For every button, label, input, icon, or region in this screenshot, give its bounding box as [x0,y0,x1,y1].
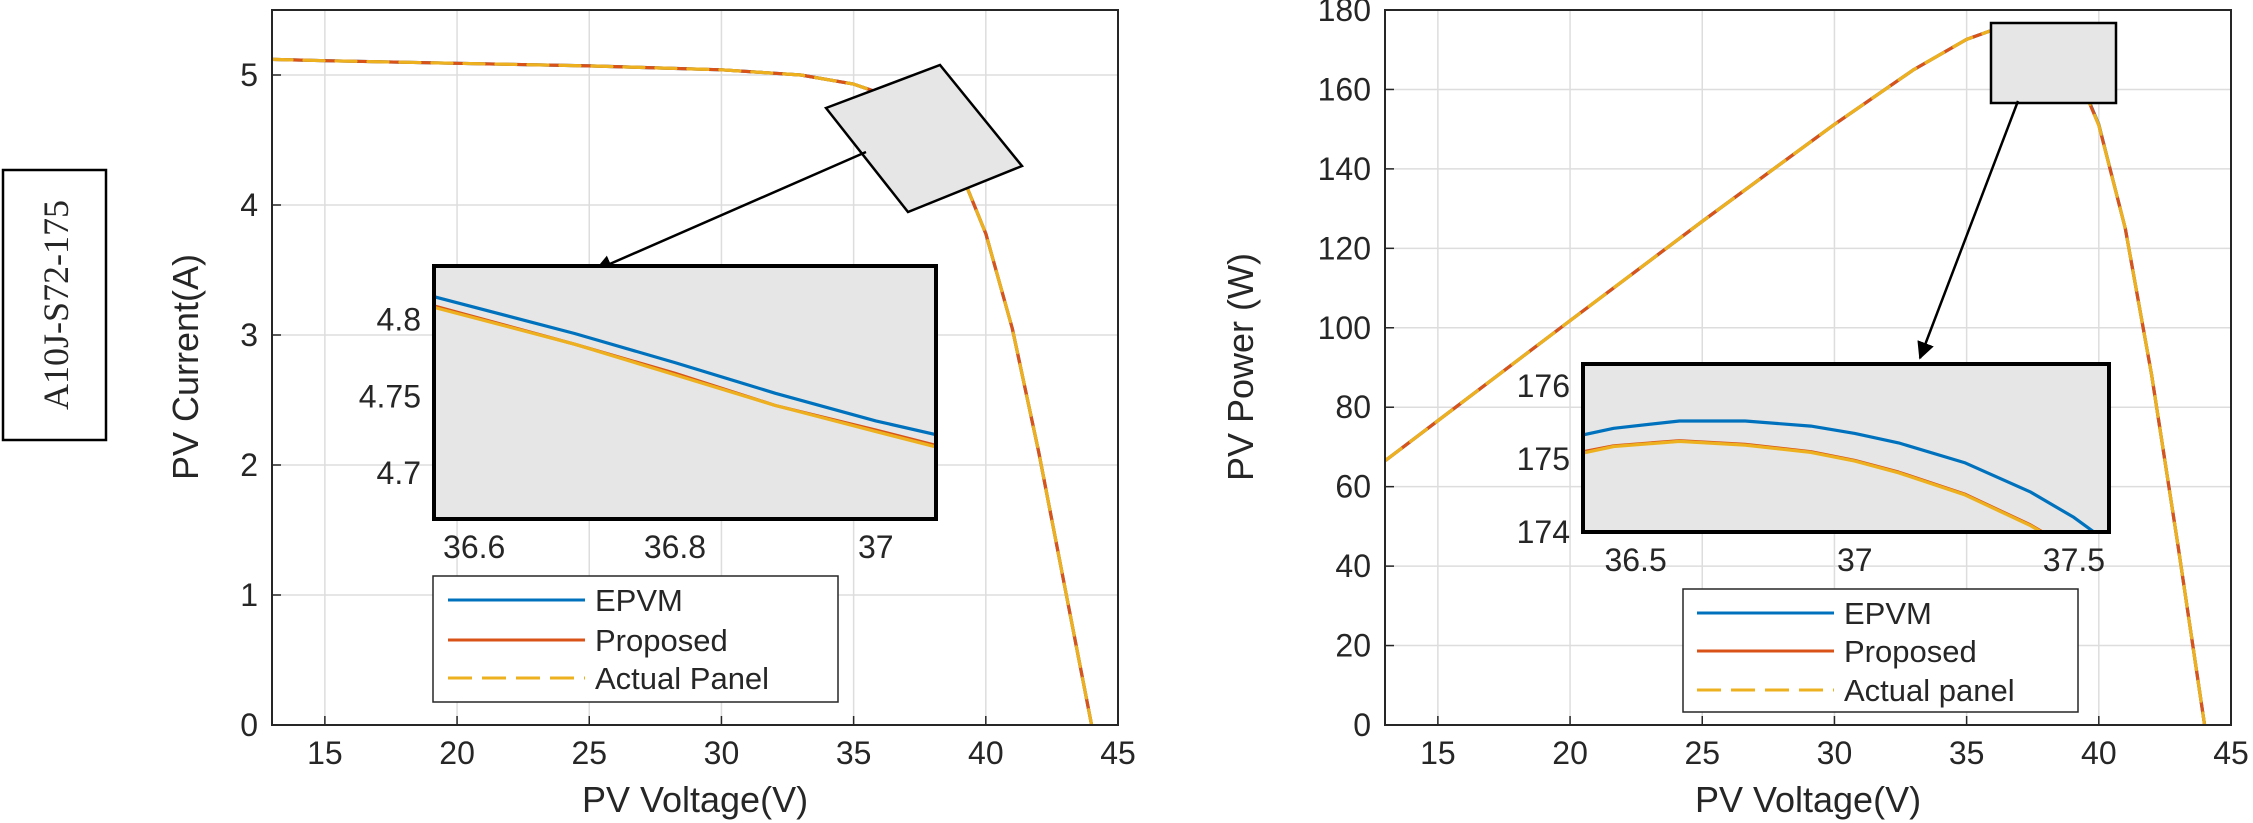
inset-curves [434,295,936,449]
y-tick-label: 60 [1335,469,1371,505]
legend-entry-epvm: EPVM [595,583,683,618]
y-tick-label: 0 [1353,707,1371,743]
inset-frame [1581,362,2111,534]
inset-y-tick-label: 175 [1517,441,1570,477]
x-tick-label: 15 [307,735,343,771]
y-tick-label: 120 [1318,230,1371,266]
legend-entry-epvm: EPVM [1844,596,1932,631]
y-tick-label: 100 [1318,310,1371,346]
y-axis-label: PV Current(A) [165,254,206,480]
inset-y-tick-label: 4.7 [377,455,421,491]
x-tick-label: 35 [1949,735,1985,771]
x-tick-label: 25 [1684,735,1720,771]
inset-ticks: 36.5 37 37.5 174 175 176 [1517,368,2105,578]
inset-y-tick-label: 176 [1517,368,1570,404]
inset-y-tick-label: 174 [1517,514,1570,550]
inset-ticks: 36.6 36.8 37 4.7 4.75 4.8 [359,302,894,565]
zoom-inset: 36.6 36.8 37 4.7 4.75 4.8 [359,264,938,565]
y-axis-label: PV Power (W) [1220,253,1261,481]
inset-y-tick-label: 4.75 [359,378,421,414]
legend-entry-actual: Actual panel [1844,673,2015,708]
y-tick-label: 40 [1335,548,1371,584]
series-line-epvm [434,295,936,437]
axes-box [1384,9,2232,726]
legend: EPVM Proposed Actual panel [1682,588,2079,713]
series-line-actual-panel [1583,439,2045,532]
x-tick-label: 30 [1817,735,1853,771]
y-tick-label: 80 [1335,389,1371,425]
inset-x-tick-label: 36.8 [644,529,706,565]
legend-entry-proposed: Proposed [595,623,728,658]
y-tick-label: 1 [240,577,258,613]
y-tick-label: 140 [1318,151,1371,187]
y-tick-label: 0 [240,707,258,743]
y-tick-label: 4 [240,187,258,223]
zoom-region-marker [1989,21,2118,105]
y-tick-label: 20 [1335,628,1371,664]
x-tick-label: 40 [2081,735,2117,771]
zoom-region-marker [823,63,1025,214]
y-tick-label: 3 [240,317,258,353]
x-tick-label: 20 [439,735,475,771]
x-axis-label: PV Voltage(V) [582,779,808,820]
legend-entry-actual: Actual Panel [595,661,769,696]
x-axis-label: PV Voltage(V) [1695,779,1921,820]
inset-background [1583,364,2109,532]
x-tick-label: 30 [704,735,740,771]
inset-background [434,266,936,519]
x-tick-label: 15 [1420,735,1456,771]
ticks: 15 20 25 30 35 40 45 0 20 40 60 80 100 120 140 160 180 [1318,0,2249,771]
legend-entry-proposed: Proposed [1844,634,1977,669]
x-tick-label: 35 [836,735,872,771]
legend: EPVM Proposed Actual Panel [432,575,839,703]
axes-box [271,9,1119,726]
inset-y-tick-label: 4.8 [377,302,421,338]
zoom-inset: 36.5 37 37.5 174 175 176 [1517,362,2111,578]
series-line-actual-panel [434,305,936,449]
x-tick-label: 25 [571,735,607,771]
x-tick-label: 45 [2213,735,2249,771]
zoom-arrow [1917,100,2020,360]
power-plot: 15 20 25 30 35 40 45 0 20 40 60 80 100 120 140 160 180 P… [1220,0,2249,820]
y-tick-label: 2 [240,447,258,483]
y-tick-label: 180 [1318,0,1371,28]
y-tick-label: 5 [240,57,258,93]
inset-curves [1583,419,2097,532]
x-tick-label: 40 [968,735,1004,771]
series-line-epvm [1583,419,2097,532]
zoom-arrow [594,150,867,272]
inset-x-tick-label: 37 [858,529,894,565]
inset-x-tick-label: 37 [1837,542,1873,578]
x-tick-label: 20 [1552,735,1588,771]
side-label: A10J-S72-175 [36,200,76,410]
y-tick-label: 160 [1318,71,1371,107]
inset-x-tick-label: 36.5 [1604,542,1666,578]
inset-frame [432,264,938,521]
side-label-box: A10J-S72-175 [1,168,108,442]
x-tick-label: 45 [1100,735,1136,771]
inset-x-tick-label: 37.5 [2043,542,2105,578]
series-line-actual-panel [1385,27,2207,725]
inset-x-tick-label: 36.6 [443,529,505,565]
